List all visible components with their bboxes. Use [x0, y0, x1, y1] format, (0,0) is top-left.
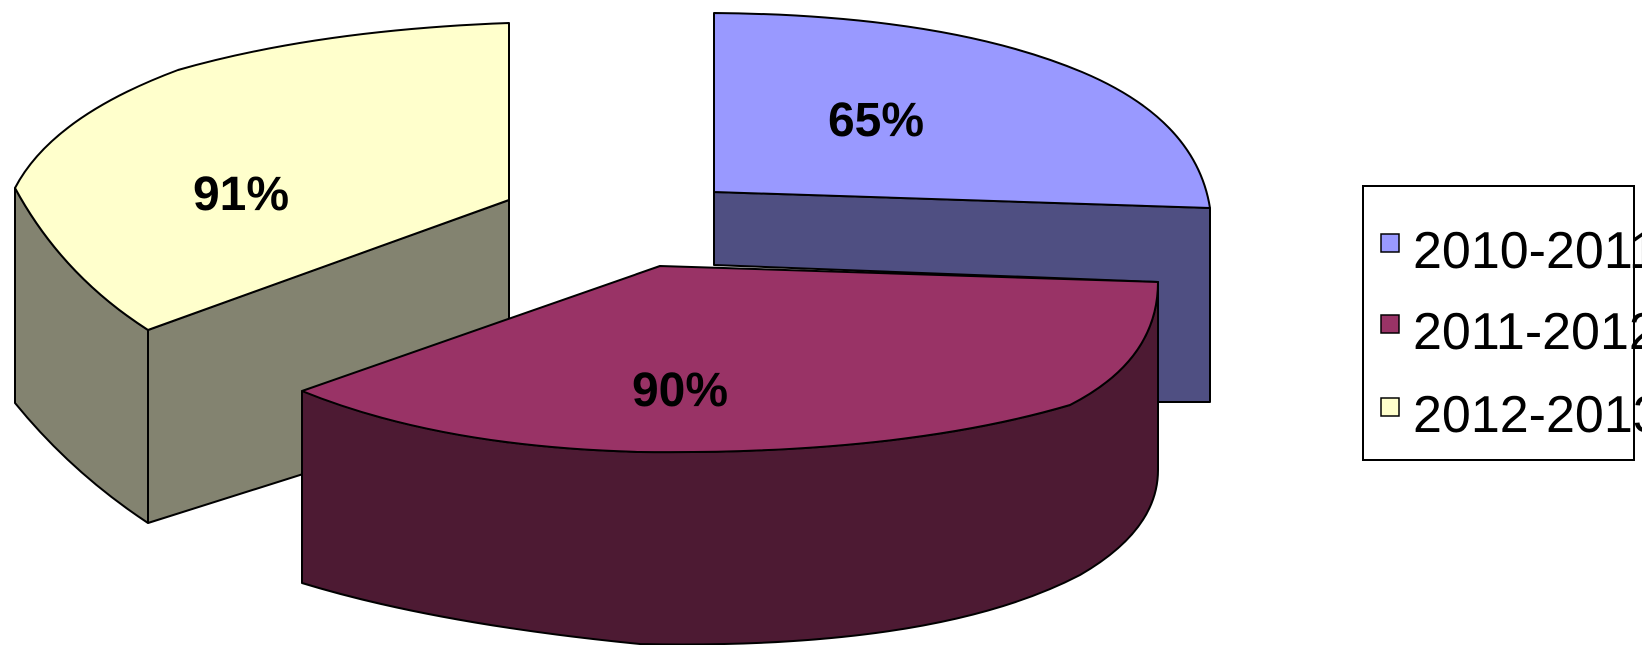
data-label-2011-2012: 90%	[632, 364, 728, 417]
slice-top-2010-2011	[713, 12, 1211, 209]
legend-swatch-2011-2012	[1380, 314, 1400, 334]
legend-label-2012-2013: 2012-2013	[1413, 386, 1642, 444]
pie-slice-2011-2012	[301, 265, 1159, 645]
pie-slices	[14, 12, 1211, 645]
data-labels: 91% 65% 90%	[193, 94, 924, 417]
legend-label-2010-2011: 2010-2011	[1413, 222, 1642, 280]
legend-swatch-2012-2013	[1380, 397, 1400, 417]
legend-swatch-2010-2011	[1380, 233, 1400, 253]
legend-label-2011-2012: 2011-2012	[1413, 303, 1642, 361]
legend-frame	[1362, 185, 1635, 461]
data-label-2012-2013: 91%	[193, 168, 289, 221]
pie-slice-2010-2011	[713, 12, 1211, 403]
slice-top-2012-2013	[14, 22, 510, 331]
chart-legend: 2010-2011 2011-2012 2012-2013	[1362, 185, 1642, 461]
slice-top-2011-2012	[301, 265, 1159, 454]
data-label-2010-2011: 65%	[828, 94, 924, 147]
